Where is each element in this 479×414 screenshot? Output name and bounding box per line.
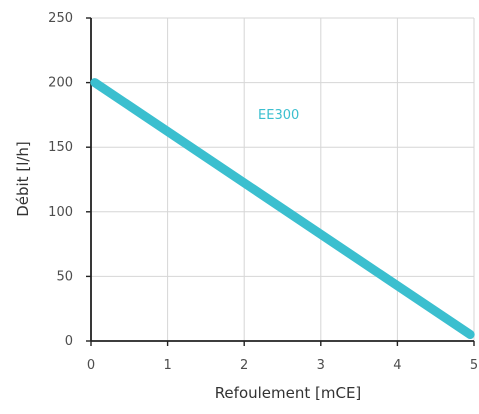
y-tick-label: 50 [56,269,73,284]
x-tick-label: 3 [317,358,325,373]
axes [86,17,475,346]
series-layer: EE300 [90,78,475,340]
series-label: EE300 [258,108,299,123]
y-axis-title: Débit [l/h] [14,141,32,217]
y-tick-label: 100 [48,205,73,220]
y-tick-label: 250 [48,11,73,26]
x-tick-label: 0 [87,358,95,373]
x-axis-title: Refoulement [mCE] [215,384,362,402]
y-tick-label: 200 [48,76,73,91]
x-tick-label: 5 [470,358,478,373]
x-tick-label: 2 [240,358,248,373]
y-tick-label: 0 [65,334,73,349]
x-tick-label: 1 [163,358,171,373]
grid [90,17,475,342]
series-line-ee300 [90,78,475,340]
x-tick-label: 4 [393,358,401,373]
y-tick-label: 150 [48,140,73,155]
